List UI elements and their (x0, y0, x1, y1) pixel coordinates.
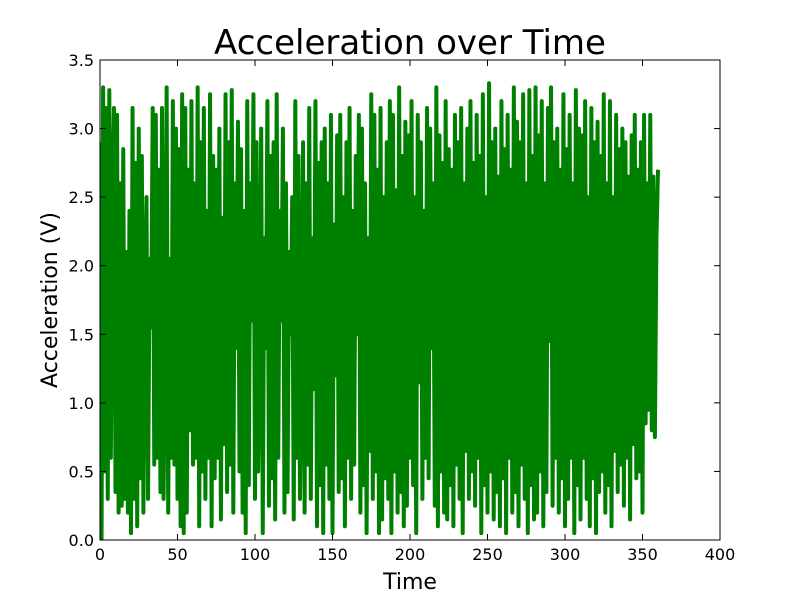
x-tick-label: 250 (472, 545, 503, 564)
y-tick-label: 2.5 (69, 188, 94, 207)
x-tick-label: 200 (395, 545, 426, 564)
x-axis: 0 50 100 150 200 250 300 350 400 (95, 60, 735, 564)
y-tick-label: 3.5 (69, 51, 94, 70)
y-tick-label: 3.0 (69, 120, 94, 139)
series-line-0 (100, 81, 660, 540)
y-tick-label: 2.0 (69, 257, 94, 276)
x-tick-label: 300 (550, 545, 581, 564)
y-tick-label: 0.0 (69, 531, 94, 550)
x-tick-label: 100 (240, 545, 271, 564)
chart-title: Acceleration over Time (214, 23, 606, 63)
x-tick-label: 150 (317, 545, 348, 564)
x-tick-label: 0 (95, 545, 105, 564)
y-axis-title: Acceleration (V) (38, 212, 63, 388)
x-tick-label: 400 (705, 545, 736, 564)
series-layer (100, 81, 660, 540)
x-tick-label: 350 (627, 545, 658, 564)
y-tick-label: 0.5 (69, 462, 94, 481)
y-axis: 0.0 0.5 1.0 1.5 2.0 2.5 3.0 3.5 (69, 51, 720, 550)
x-tick-label: 50 (167, 545, 187, 564)
y-tick-label: 1.5 (69, 325, 94, 344)
y-tick-label: 1.0 (69, 394, 94, 413)
x-axis-title: Time (382, 570, 437, 595)
